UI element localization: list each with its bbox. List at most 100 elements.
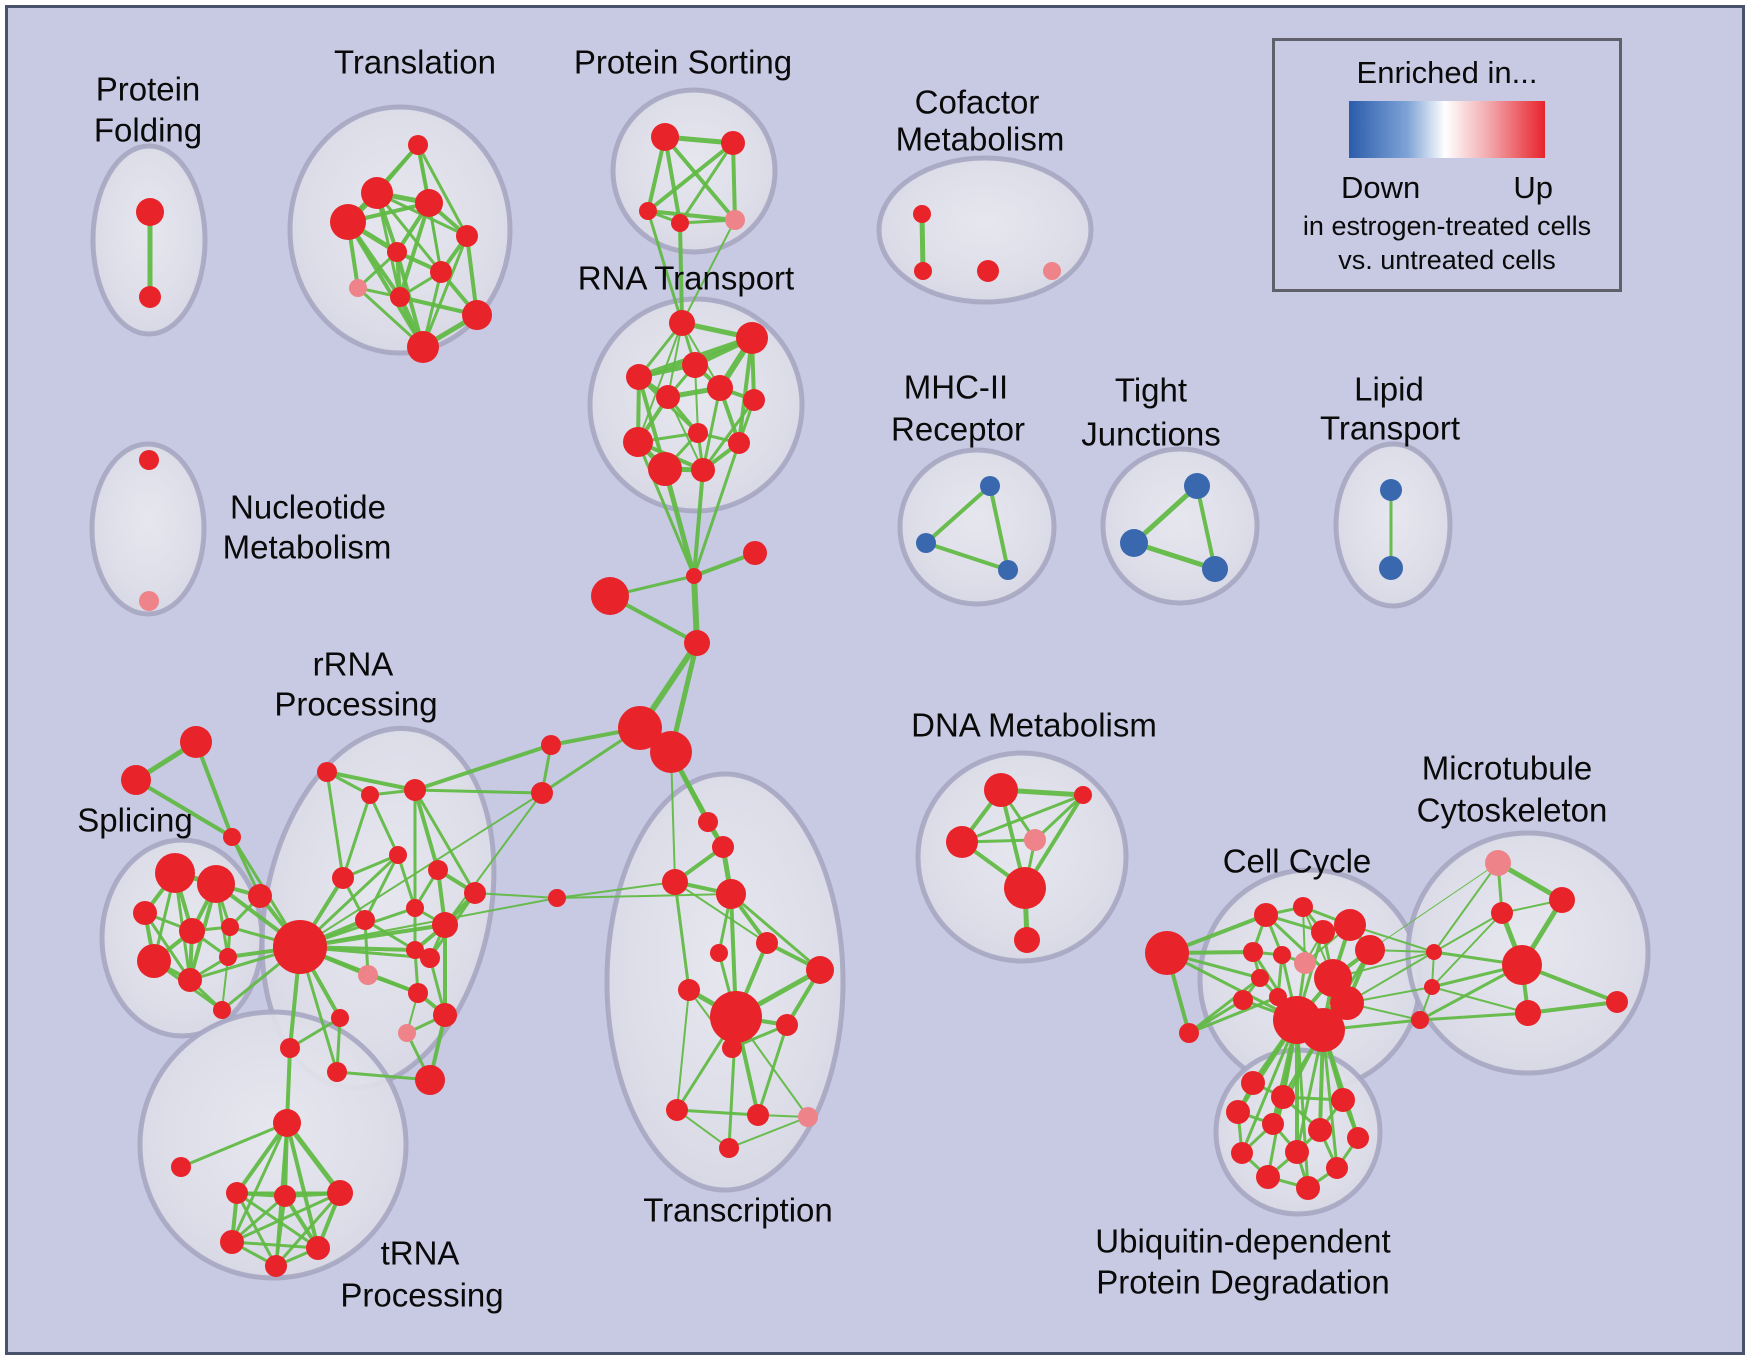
cluster-label-rna-transport: RNA Transport [578,260,794,297]
network-node-tl1 [408,135,428,155]
cluster-label-mhc-ii-receptor: Receptor [891,411,1025,448]
cluster-label-ubiquitin-degradation: Protein Degradation [1096,1264,1390,1301]
network-edge [1431,912,1503,988]
cluster-blob-lipid-transport [1333,441,1453,609]
network-edge [675,1108,760,1117]
network-node-rt6 [656,385,680,409]
network-node-pf2 [139,286,161,308]
network-node-u4 [327,1180,353,1206]
network-node-cc14 [1301,1008,1345,1052]
network-node-cm2 [914,262,932,280]
cluster-label-nucleotide-metabolism: Metabolism [223,529,392,566]
network-edge [701,398,756,472]
network-edge [1187,976,1262,1035]
network-node-m6 [1606,991,1628,1013]
network-node-u1 [273,1109,301,1137]
network-edge [285,1121,320,1250]
cluster-label-dna-metabolism: DNA Metabolism [911,707,1157,744]
network-node-rt11 [648,452,682,486]
network-edge [674,881,768,944]
network-edge [663,135,737,222]
network-node-cc8 [1294,952,1316,974]
network-edge [346,220,425,349]
network-node-nm1 [139,450,159,470]
network-edge [1195,484,1217,571]
network-edge [556,881,676,899]
network-node-tl9 [390,287,410,307]
network-node-R11 [464,882,486,904]
network-node-tl7 [430,261,452,283]
network-node-sp10 [248,884,272,908]
network-node-sp8 [219,948,237,966]
network-node-R19 [327,1062,347,1082]
network-node-u2 [226,1182,248,1204]
network-edge [673,880,691,992]
cluster-label-cell-cycle: Cell Cycle [1223,843,1372,880]
network-node-rt1 [669,310,695,336]
network-node-sp4 [179,918,205,944]
network-edge [363,853,400,922]
cluster-blob-nucleotide-metabolism [89,441,207,617]
network-edge [1433,862,1499,953]
network-edge [134,778,234,839]
network-node-c5 [618,706,662,750]
network-edge [919,211,926,274]
network-edge [636,440,696,578]
network-node-R21 [420,948,440,968]
network-node-u7 [265,1255,287,1277]
network-node-tj3 [1202,556,1228,582]
network-node-rt4 [626,364,652,390]
legend-subtitle-line1: in estrogen-treated cells [1302,211,1592,241]
network-edge [413,743,553,792]
network-node-c11 [548,889,566,907]
network-edge [692,441,741,578]
network-edge [413,788,440,872]
cluster-label-cofactor-metabolism: Cofactor [915,84,1040,121]
network-node-tl2 [361,177,393,209]
network-node-b3 [1411,1011,1429,1029]
network-node-R5 [404,779,426,801]
network-node-L2 [1179,1023,1199,1043]
network-node-cc2 [1293,897,1313,917]
network-edge [1165,951,1299,1022]
network-edge [1187,998,1245,1035]
network-node-u3 [274,1185,296,1207]
network-node-R3 [317,762,337,782]
network-edge [194,740,234,839]
cluster-label-lipid-transport: Lipid [1354,371,1424,408]
network-node-u8 [171,1157,191,1177]
network-node-b2 [1424,979,1440,995]
network-node-b1 [1426,944,1442,960]
network-node-c1 [686,568,702,584]
cluster-label-protein-sorting: Protein Sorting [574,44,792,81]
network-edge [646,209,684,325]
network-edge [678,141,735,225]
cluster-blob-mhc-ii-receptor [897,447,1057,607]
network-node-cc5 [1355,935,1385,965]
network-edge [737,336,754,445]
network-edge [924,484,992,545]
network-edge [1433,912,1503,953]
network-node-tl4 [415,189,443,217]
network-edge [368,793,400,857]
network-node-dm2 [946,826,978,858]
network-node-u6 [306,1236,330,1260]
network-edge [637,322,683,443]
cluster-label-translation: Translation [334,44,496,81]
network-node-m4 [1502,945,1542,985]
network-edge [662,466,697,579]
cluster-label-tight-junctions: Tight [1115,372,1187,409]
network-node-mh1 [980,476,1000,496]
network-node-sp3 [133,901,157,925]
network-edge [274,1191,342,1268]
network-edge [676,989,690,1111]
network-node-cm4 [1043,262,1061,280]
network-node-c8 [531,782,553,804]
cluster-label-microtubule-cytoskeleton: Microtubule [1422,750,1593,787]
cluster-label-cofactor-metabolism: Metabolism [896,121,1065,158]
network-node-R18 [415,1065,445,1095]
network-edge [678,221,684,325]
cluster-label-nucleotide-metabolism: Nucleotide [230,489,386,526]
cluster-label-transcription: Transcription [643,1192,833,1229]
network-node-R20 [280,1038,300,1058]
